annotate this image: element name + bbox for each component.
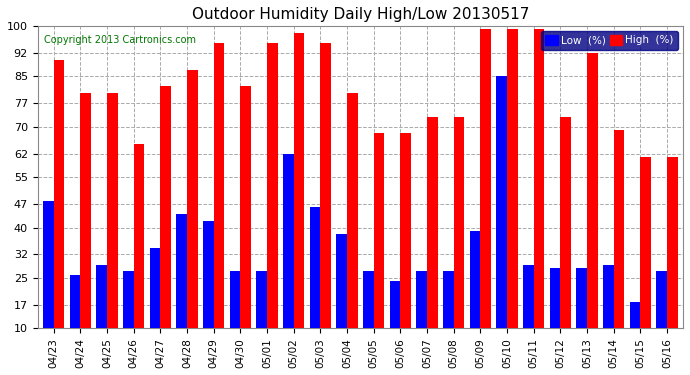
Bar (134, 144, 144, 328)
Bar (550, 268, 560, 328)
Bar (70, 274, 80, 328)
Bar (507, 29, 518, 328)
Bar (160, 86, 171, 328)
Bar (363, 271, 374, 328)
Bar (560, 117, 571, 328)
Bar (496, 76, 507, 328)
Bar (240, 86, 251, 328)
Bar (667, 157, 678, 328)
Bar (177, 214, 187, 328)
Bar (533, 29, 544, 328)
Bar (400, 134, 411, 328)
Bar (230, 271, 240, 328)
Bar (480, 29, 491, 328)
Bar (294, 33, 304, 328)
Bar (54, 60, 64, 328)
Title: Outdoor Humidity Daily High/Low 20130517: Outdoor Humidity Daily High/Low 20130517 (192, 7, 529, 22)
Bar (523, 265, 533, 328)
Text: Copyright 2013 Cartronics.com: Copyright 2013 Cartronics.com (44, 35, 196, 45)
Bar (97, 265, 107, 328)
Bar (390, 281, 400, 328)
Bar (283, 154, 294, 328)
Bar (656, 271, 667, 328)
Bar (150, 248, 160, 328)
Bar (374, 134, 384, 328)
Bar (320, 43, 331, 328)
Bar (257, 271, 267, 328)
Bar (630, 302, 640, 328)
Bar (587, 53, 598, 328)
Bar (640, 157, 651, 328)
Bar (123, 271, 134, 328)
Bar (470, 231, 480, 328)
Bar (613, 130, 624, 328)
Bar (603, 265, 613, 328)
Bar (80, 93, 91, 328)
Bar (454, 117, 464, 328)
Bar (214, 43, 224, 328)
Bar (310, 207, 320, 328)
Bar (443, 271, 454, 328)
Bar (267, 43, 277, 328)
Bar (187, 70, 197, 328)
Bar (427, 117, 437, 328)
Bar (576, 268, 587, 328)
Bar (416, 271, 427, 328)
Bar (107, 93, 118, 328)
Bar (203, 221, 214, 328)
Bar (336, 234, 347, 328)
Bar (43, 201, 54, 328)
Bar (347, 93, 357, 328)
Legend: Low  (%), High  (%): Low (%), High (%) (541, 31, 678, 50)
